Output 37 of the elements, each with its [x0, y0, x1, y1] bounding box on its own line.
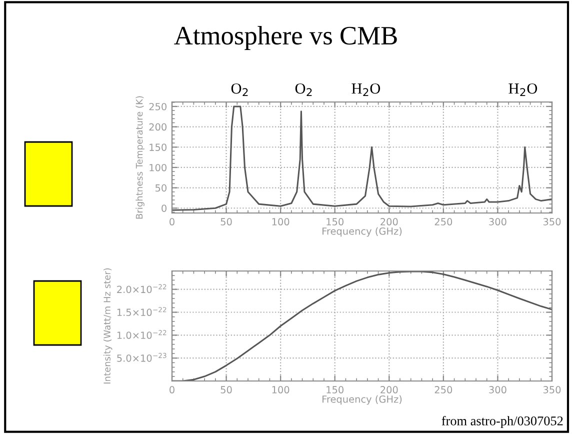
- x-tick-label: 0: [170, 386, 174, 394]
- y-tick-label: 1.0×10$^{−22}$: [117, 330, 166, 339]
- x-axis-title: Frequency (GHz): [322, 395, 402, 405]
- line-series: [172, 106, 552, 211]
- x-tick-label: 300: [489, 218, 506, 226]
- y-tick-label: 5.0×10$^{−23}$: [117, 352, 166, 362]
- y-tick-label: 250: [149, 102, 166, 110]
- x-tick-label: 200: [380, 218, 398, 226]
- y-tick-label: 200: [149, 123, 166, 131]
- text: O$_{2}$: [231, 83, 248, 96]
- y-tick-label: 150: [150, 144, 166, 151]
- x-tick-label: 150: [326, 386, 344, 394]
- y-tick-label: 2.0×10$^{−22}$: [117, 284, 166, 294]
- y-axis-title: Brightness Temperature (K): [136, 96, 144, 219]
- x-tick-label: 150: [326, 218, 344, 226]
- text: H$_{2}$O: [508, 83, 538, 96]
- x-tick-label: 300: [489, 386, 506, 394]
- x-tick-label: 50: [220, 218, 232, 226]
- x-tick-label: 100: [272, 386, 290, 394]
- x-tick-label: 0: [170, 218, 174, 226]
- text: O$_{2}$: [295, 83, 312, 96]
- x-tick-label: 250: [434, 386, 452, 394]
- x-tick-label: 50: [220, 386, 232, 394]
- x-axis-title: Frequency (GHz): [322, 227, 402, 237]
- x-tick-label: 350: [543, 218, 561, 226]
- y-tick-label: 0: [162, 204, 166, 212]
- text: from astro-ph/0307052: [442, 416, 563, 428]
- x-tick-label: 350: [543, 386, 561, 394]
- x-tick-label: 100: [272, 218, 290, 226]
- y-axis-title: Intensity (Watt/m Hz ster): [103, 268, 112, 384]
- x-tick-label: 250: [434, 218, 452, 226]
- y-tick-label: 1.5×10$^{−22}$: [117, 307, 166, 316]
- y-tick-label: 50: [156, 184, 166, 192]
- y-tick-label: 100: [150, 164, 166, 172]
- chart-title: Atmosphere vs CMB: [174, 26, 397, 50]
- x-tick-label: 200: [380, 386, 398, 394]
- text: H$_{2}$O: [352, 83, 380, 96]
